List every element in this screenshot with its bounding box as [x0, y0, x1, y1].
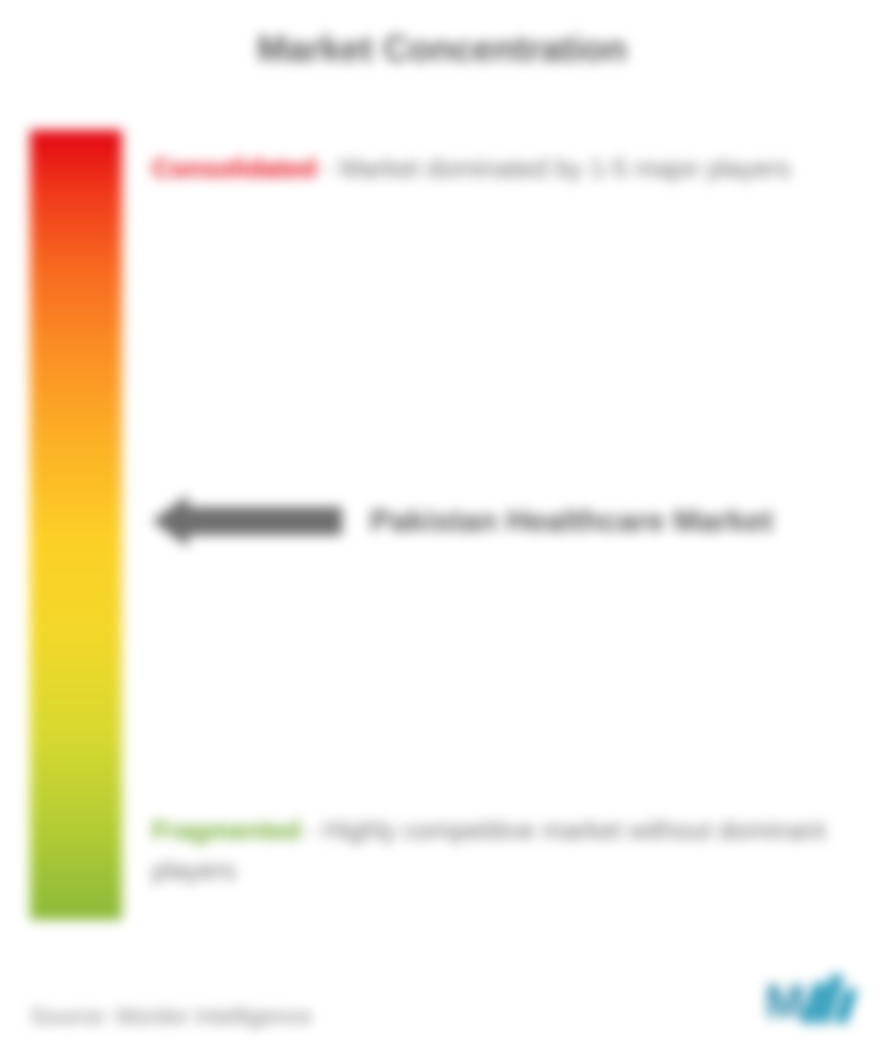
- arrow-left-icon: [152, 495, 342, 547]
- consolidated-description: - Market dominated by 1-5 major players: [317, 153, 791, 183]
- consolidated-keyword: Consolidated: [152, 153, 317, 183]
- consolidated-label: Consolidated - Market dominated by 1-5 m…: [152, 148, 834, 188]
- market-indicator: Pakistan Healthcare Market: [152, 495, 773, 547]
- concentration-gradient-bar: [30, 130, 122, 920]
- labels-column: Consolidated - Market dominated by 1-5 m…: [122, 130, 854, 920]
- chart-title: Market Concentration: [0, 0, 884, 90]
- fragmented-keyword: Fragmented: [152, 815, 301, 845]
- logo-graphic: [806, 975, 854, 1023]
- market-name: Pakistan Healthcare Market: [370, 503, 773, 539]
- fragmented-label: Fragmented - Highly competitive market w…: [152, 810, 834, 891]
- source-text: Source: Mordor Intelligence: [30, 1003, 311, 1030]
- chart-body: Consolidated - Market dominated by 1-5 m…: [0, 90, 884, 940]
- footer: Source: Mordor Intelligence M: [30, 975, 854, 1030]
- logo-letter: M: [765, 975, 803, 1030]
- mordor-logo-icon: M: [765, 975, 854, 1030]
